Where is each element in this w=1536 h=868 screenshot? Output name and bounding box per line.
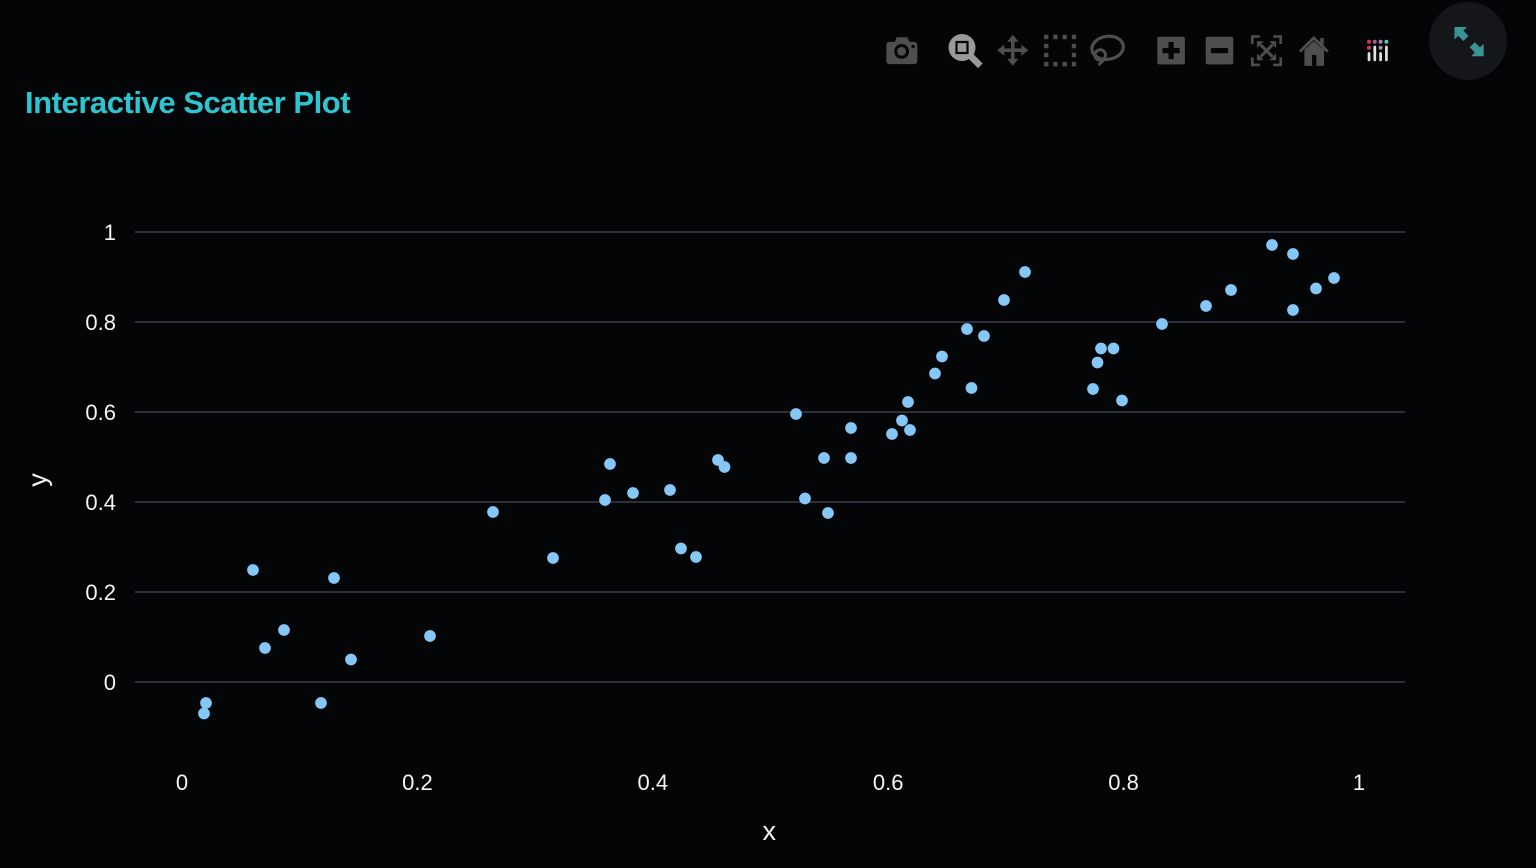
svg-text:0.4: 0.4 — [85, 490, 116, 515]
svg-text:0: 0 — [104, 670, 116, 695]
svg-text:0.8: 0.8 — [85, 310, 116, 335]
svg-text:y: y — [23, 473, 53, 487]
svg-text:1: 1 — [1353, 770, 1365, 795]
svg-text:0.6: 0.6 — [85, 400, 116, 425]
svg-text:0.6: 0.6 — [873, 770, 904, 795]
svg-text:0.2: 0.2 — [85, 580, 116, 605]
svg-text:1: 1 — [104, 220, 116, 245]
svg-text:0.4: 0.4 — [638, 770, 669, 795]
svg-text:0.8: 0.8 — [1108, 770, 1139, 795]
svg-text:0.2: 0.2 — [402, 770, 433, 795]
svg-text:0: 0 — [176, 770, 188, 795]
svg-text:x: x — [763, 816, 777, 846]
